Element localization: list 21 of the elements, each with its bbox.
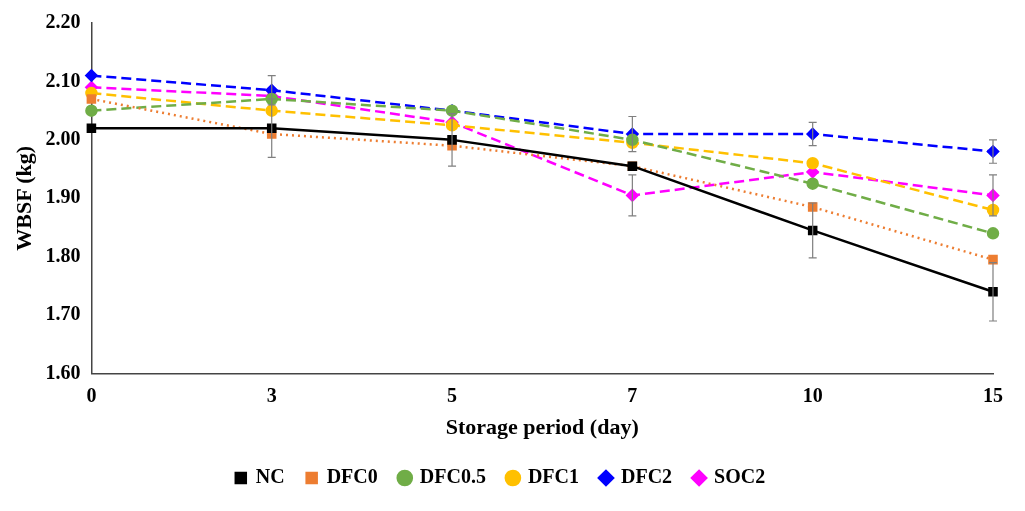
x-tick-label: 3 [266, 383, 277, 406]
x-axis-title: Storage period (day) [445, 414, 639, 440]
x-tick-label: 0 [86, 383, 97, 406]
y-tick-label: 1.90 [45, 185, 81, 208]
legend-label: NC [255, 465, 285, 488]
x-tick-label: 10 [802, 383, 823, 406]
legend-label: SOC2 [714, 465, 766, 488]
y-tick-label: 1.60 [45, 360, 81, 383]
legend-label: DFC0 [326, 465, 378, 488]
y-tick-label: 1.70 [45, 302, 81, 325]
y-tick-label: 2.20 [45, 10, 81, 33]
y-tick-label: 2.10 [45, 68, 81, 91]
y-tick-label: 2.00 [45, 127, 81, 150]
x-tick-label: 15 [983, 383, 1003, 406]
legend-label: DFC2 [620, 465, 673, 488]
x-tick-label: 7 [627, 383, 638, 406]
legend-label: DFC1 [527, 465, 579, 488]
y-axis-title: WBSF (kg) [10, 145, 36, 251]
y-tick-label: 1.80 [45, 243, 81, 266]
x-tick-label: 5 [447, 383, 458, 406]
legend-label: DFC0.5 [419, 465, 486, 488]
